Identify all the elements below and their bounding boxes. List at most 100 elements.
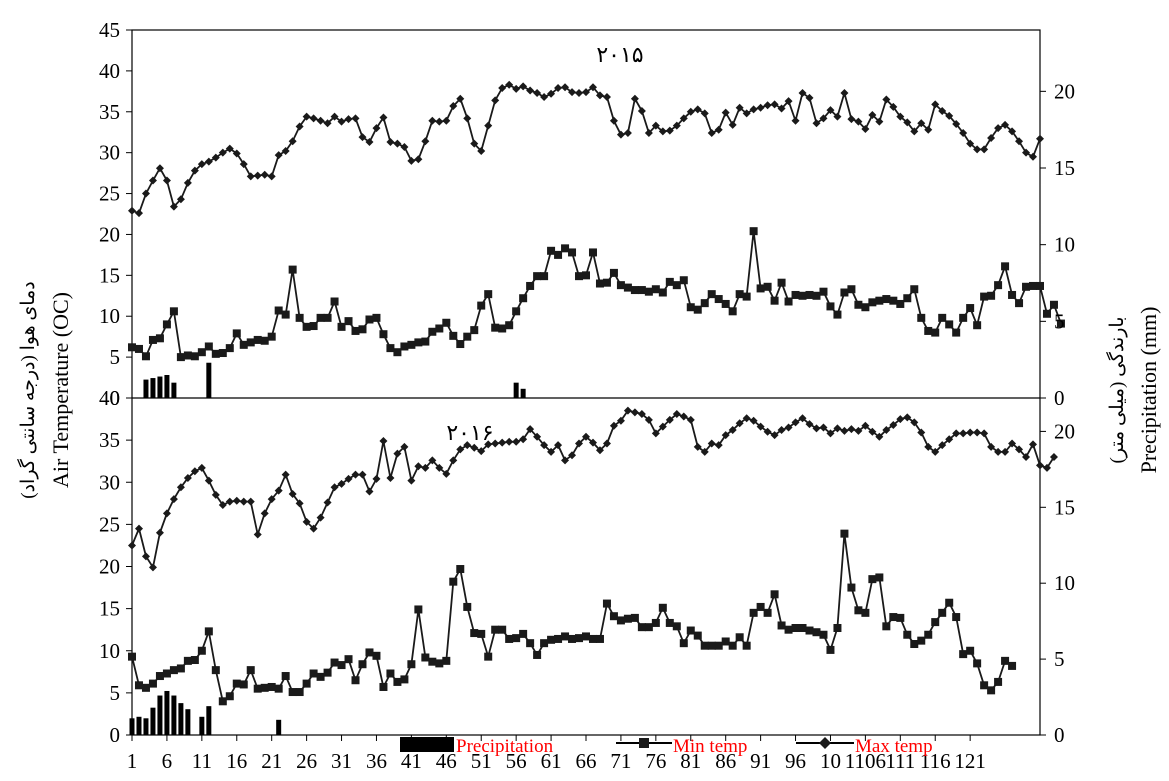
min-temp-point — [791, 624, 800, 633]
max-temp-point — [477, 147, 486, 156]
min-temp-point — [358, 325, 367, 334]
max-temp-point — [498, 84, 507, 93]
max-temp-point — [994, 447, 1003, 456]
max-temp-point — [700, 447, 709, 456]
max-temp-point — [833, 112, 842, 121]
min-temp-point — [616, 616, 625, 625]
max-temp-point — [791, 418, 800, 427]
max-temp-point — [833, 424, 842, 433]
max-temp-point — [253, 171, 262, 180]
max-temp-point — [735, 419, 744, 428]
min-temp-point — [1001, 262, 1010, 271]
max-temp-point — [309, 114, 318, 123]
precipitation-bar — [178, 703, 184, 735]
max-temp-point — [128, 206, 136, 215]
y-tick-label: 10 — [99, 304, 120, 328]
max-temp-point — [588, 83, 597, 92]
precipitation-bar — [171, 695, 177, 735]
min-temp-point — [442, 656, 451, 665]
max-temp-point — [435, 463, 444, 472]
min-temp-point — [735, 633, 744, 642]
x-tick-label: 1 — [127, 749, 138, 773]
max-temp-point — [519, 82, 528, 91]
max-temp-point — [218, 500, 227, 509]
x-tick-label: 71 — [610, 749, 631, 773]
min-temp-point — [826, 645, 835, 654]
max-temp-point — [582, 88, 590, 97]
legend-min-temp-label: Min temp — [673, 736, 747, 757]
max-temp-point — [1015, 137, 1024, 146]
min-temp-point — [442, 318, 451, 327]
min-temp-point — [519, 629, 528, 638]
min-temp-point — [924, 630, 933, 639]
min-temp-point — [274, 306, 283, 315]
min-temp-point — [966, 304, 975, 313]
min-temp-point — [288, 688, 297, 697]
max-temp-point — [169, 202, 178, 211]
x-tick-label: 16 — [226, 749, 247, 773]
precipitation-bar — [206, 362, 212, 398]
min-temp-point — [658, 603, 667, 612]
max-temp-point — [232, 496, 241, 505]
max-temp-point — [533, 88, 542, 97]
max-temp-point — [267, 495, 276, 504]
y-axis-title: Air Temperature (OC) — [48, 292, 73, 488]
min-temp-point — [658, 288, 667, 297]
min-temp-point — [463, 602, 472, 611]
y-tick-label: 45 — [99, 18, 120, 42]
min-temp-point — [337, 661, 346, 670]
x-tick-label: 41 — [401, 749, 422, 773]
max-temp-point — [770, 431, 779, 440]
max-temp-point — [519, 435, 528, 444]
x-tick-label: 121 — [954, 749, 986, 773]
min-temp-point — [183, 656, 192, 665]
max-temp-point — [344, 115, 353, 124]
max-temp-point — [337, 117, 346, 126]
min-temp-point — [323, 313, 332, 322]
max-temp-point — [693, 105, 702, 114]
min-temp-point — [644, 287, 653, 296]
min-temp-point — [693, 305, 702, 314]
max-temp-point — [770, 100, 779, 109]
max-temp-point — [952, 429, 961, 438]
min-temp-point — [665, 277, 674, 286]
max-temp-point — [134, 209, 143, 218]
max-temp-point — [463, 114, 472, 123]
precipitation-bar — [206, 706, 212, 735]
panel-0 — [128, 80, 1065, 398]
max-temp-point — [379, 436, 388, 445]
max-temp-point — [777, 104, 786, 113]
precipitation-bar — [143, 379, 149, 398]
min-temp-point — [456, 340, 465, 349]
min-temp-point — [749, 227, 758, 236]
max-temp-point — [344, 474, 353, 483]
max-temp-point — [847, 115, 856, 124]
max-temp-point — [609, 116, 618, 125]
min-temp-point — [141, 352, 150, 361]
min-temp-point — [330, 297, 339, 306]
min-temp-point — [861, 303, 870, 312]
min-temp-point — [407, 340, 416, 349]
max-temp-point — [903, 118, 912, 127]
legend-precipitation-swatch — [400, 737, 454, 752]
min-temp-point — [819, 630, 828, 639]
max-temp-point — [400, 442, 409, 451]
min-temp-point — [498, 625, 507, 634]
max-temp-point — [169, 495, 178, 504]
max-temp-point — [554, 441, 563, 450]
max-temp-point — [616, 416, 625, 425]
min-temp-point — [833, 310, 842, 319]
min-temp-point — [637, 286, 646, 295]
max-temp-point — [526, 425, 535, 434]
min-temp-point — [875, 296, 884, 305]
max-temp-point — [728, 120, 737, 129]
max-temp-point — [1008, 439, 1017, 448]
max-temp-point — [679, 114, 688, 123]
min-temp-point — [651, 618, 660, 627]
min-temp-point — [609, 268, 618, 277]
panel-title-2016: ۲۰۱۶ — [446, 420, 493, 445]
x-tick-label: 11 — [192, 749, 212, 773]
min-temp-point — [798, 291, 807, 300]
max-temp-point — [763, 427, 772, 436]
